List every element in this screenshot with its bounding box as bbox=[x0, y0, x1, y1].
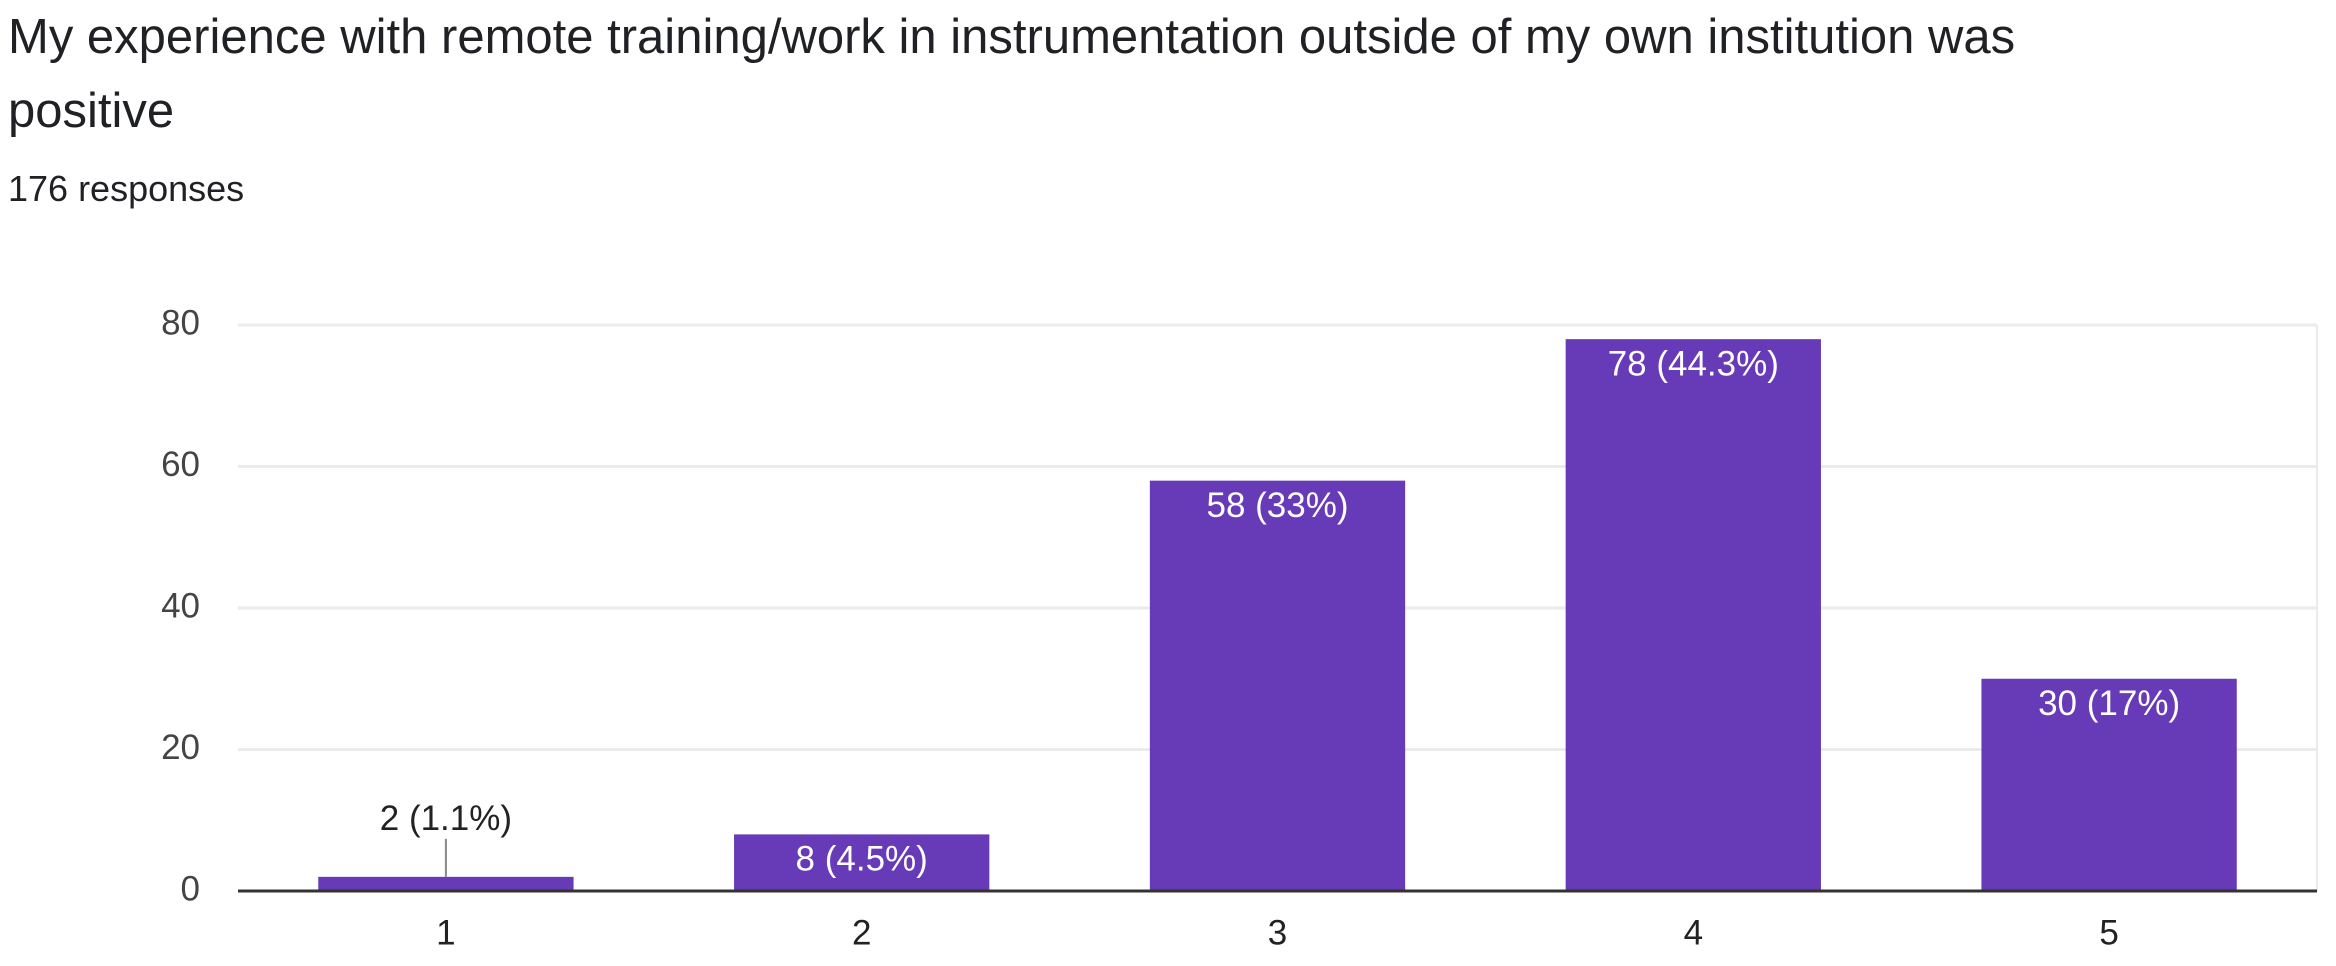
y-tick-label: 40 bbox=[161, 586, 200, 625]
bar bbox=[1981, 678, 2237, 891]
response-count: 176 responses bbox=[8, 168, 245, 209]
value-label: 2 (1.1%) bbox=[380, 799, 512, 838]
chart-title: My experience with remote training/work … bbox=[8, 10, 2016, 138]
x-tick-label: 2 bbox=[852, 913, 871, 952]
value-label: 30 (17%) bbox=[2038, 684, 2180, 723]
x-tick-label: 4 bbox=[1684, 913, 1703, 952]
y-tick-label: 60 bbox=[161, 445, 200, 484]
x-tick-label: 1 bbox=[436, 913, 455, 952]
value-label: 58 (33%) bbox=[1206, 486, 1348, 525]
bar bbox=[1565, 339, 1821, 891]
bar bbox=[318, 876, 574, 891]
x-tick-label: 5 bbox=[2099, 913, 2118, 952]
x-tick-label: 3 bbox=[1268, 913, 1287, 952]
value-label: 78 (44.3%) bbox=[1608, 344, 1779, 383]
value-label: 8 (4.5%) bbox=[796, 840, 928, 879]
y-tick-label: 20 bbox=[161, 728, 200, 767]
bar bbox=[734, 834, 990, 891]
y-tick-label: 0 bbox=[181, 869, 200, 908]
bar bbox=[1149, 480, 1406, 891]
y-tick-label: 80 bbox=[161, 303, 200, 342]
